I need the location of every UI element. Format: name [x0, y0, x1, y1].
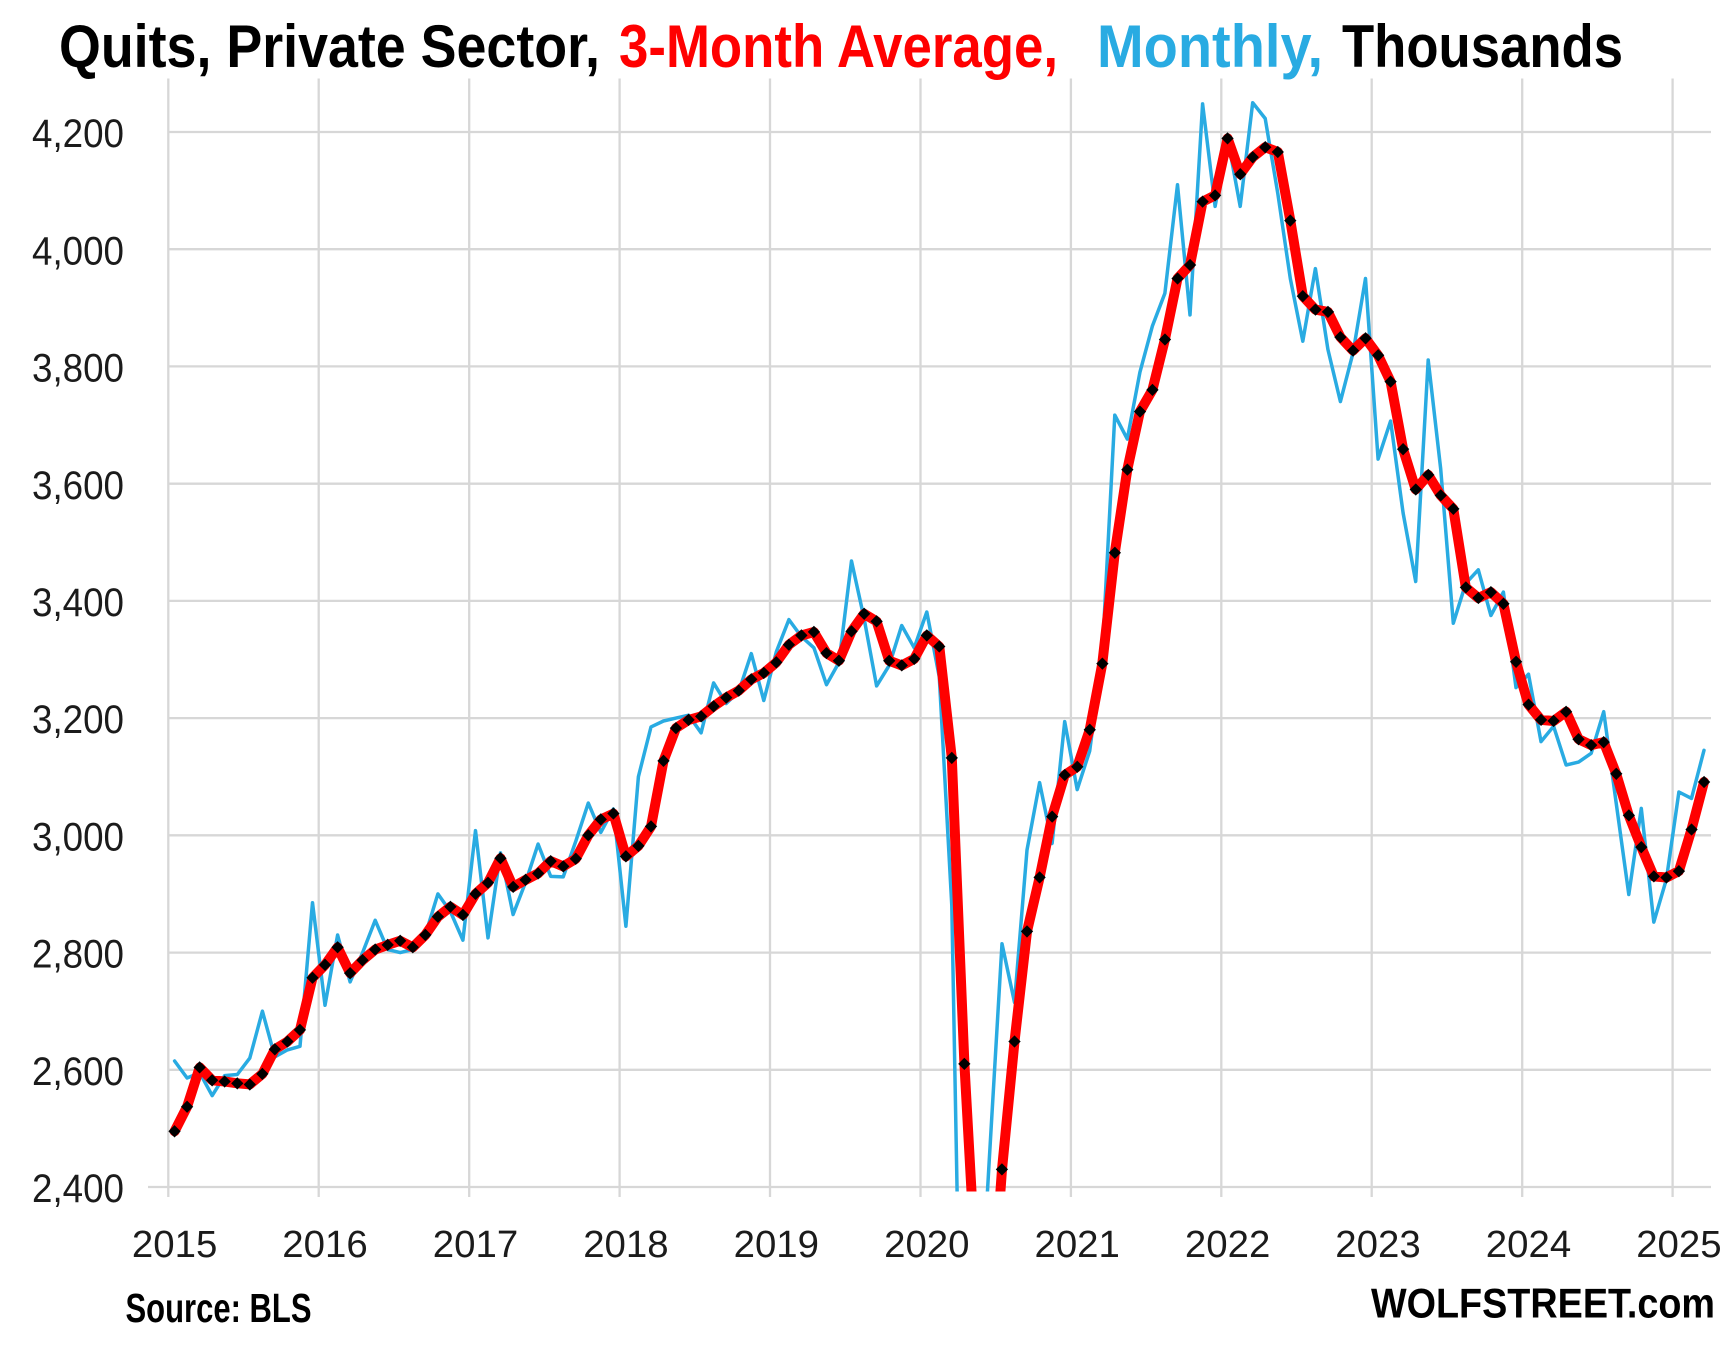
svg-text:2022: 2022: [1185, 1223, 1270, 1266]
svg-text:2016: 2016: [282, 1223, 367, 1266]
svg-text:2024: 2024: [1486, 1223, 1571, 1266]
svg-text:WOLFSTREET.com: WOLFSTREET.com: [1371, 1280, 1715, 1327]
svg-text:3,400: 3,400: [32, 581, 124, 625]
svg-text:2025: 2025: [1636, 1223, 1721, 1266]
svg-text:4,200: 4,200: [32, 112, 124, 156]
svg-text:2019: 2019: [734, 1223, 819, 1266]
svg-text:2,400: 2,400: [32, 1167, 124, 1211]
svg-text:2021: 2021: [1034, 1223, 1119, 1266]
svg-text:2,800: 2,800: [32, 933, 124, 977]
svg-text:2,600: 2,600: [32, 1050, 124, 1094]
svg-text:2015: 2015: [132, 1223, 217, 1266]
svg-text:4,000: 4,000: [32, 229, 124, 273]
svg-text:Source: BLS: Source: BLS: [126, 1285, 312, 1331]
svg-text:2020: 2020: [884, 1223, 969, 1266]
svg-text:3,600: 3,600: [32, 464, 124, 508]
svg-text:Quits, Private Sector,: Quits, Private Sector,: [59, 13, 600, 80]
svg-text:2023: 2023: [1335, 1223, 1420, 1266]
svg-text:3-Month Average,: 3-Month Average,: [619, 13, 1058, 80]
svg-text:2018: 2018: [583, 1223, 668, 1266]
svg-text:3,200: 3,200: [32, 698, 124, 742]
svg-text:Monthly,: Monthly,: [1097, 13, 1323, 80]
svg-text:Thousands: Thousands: [1342, 13, 1623, 80]
svg-text:2017: 2017: [433, 1223, 518, 1266]
svg-text:3,800: 3,800: [32, 347, 124, 391]
svg-text:3,000: 3,000: [32, 815, 124, 859]
